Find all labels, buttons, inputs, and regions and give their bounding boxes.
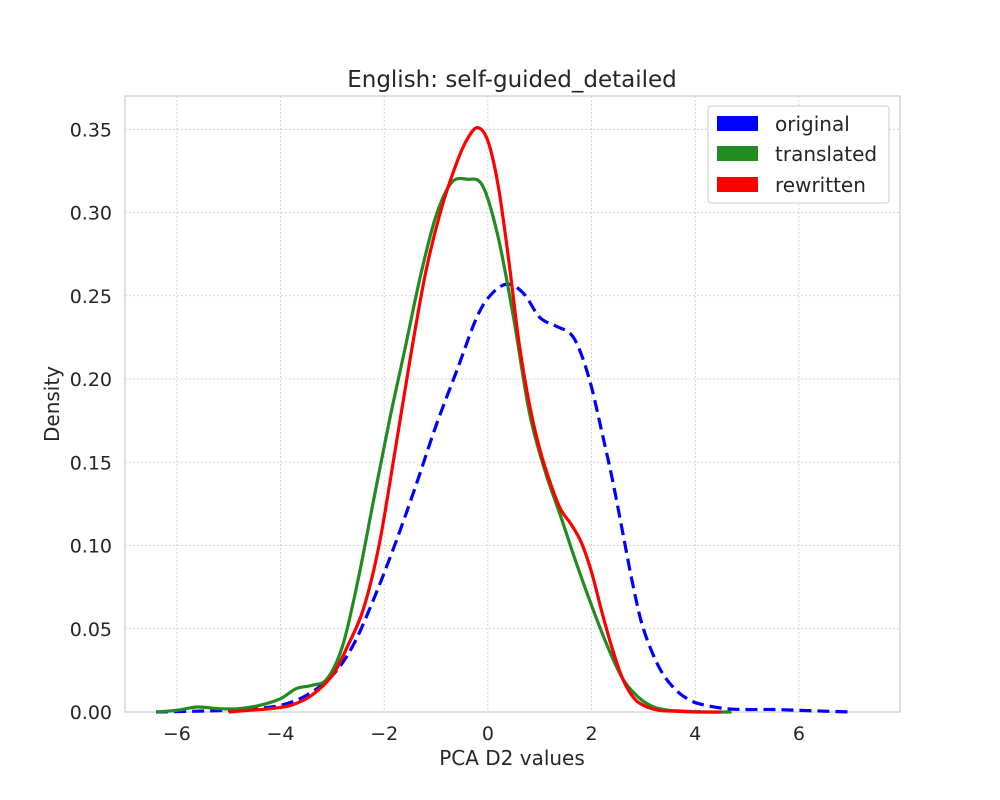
legend-swatch-rewritten	[717, 177, 758, 192]
legend-swatch-original	[717, 116, 758, 131]
y-tick-label: 0.35	[70, 119, 112, 141]
y-tick-label: 0.05	[70, 619, 112, 641]
x-tick-label: 4	[689, 723, 701, 745]
x-tick-label: 6	[793, 723, 805, 745]
legend: original translated rewritten	[707, 105, 890, 204]
legend-swatch-translated	[717, 146, 758, 161]
chart-title: English: self-guided_detailed	[347, 67, 677, 93]
x-tick-label: −2	[370, 723, 398, 745]
y-tick-label: 0.15	[70, 452, 112, 474]
x-axis-label: PCA D2 values	[439, 746, 585, 770]
legend-label-rewritten: rewritten	[775, 173, 866, 197]
y-tick-label: 0.10	[70, 536, 112, 558]
plot-frame	[124, 95, 901, 713]
y-tick-label: 0.25	[70, 286, 112, 308]
series-line-rewritten	[228, 126, 722, 714]
x-tick-label: −6	[163, 723, 191, 745]
x-tick-label: 0	[482, 723, 494, 745]
legend-label-original: original	[775, 112, 850, 136]
y-tick-label: 0.30	[70, 203, 112, 225]
y-axis-label: Density	[40, 366, 64, 442]
legend-label-translated: translated	[775, 142, 877, 166]
x-tick-label: −4	[267, 723, 295, 745]
curves-layer	[155, 126, 851, 714]
y-tick-label: 0.00	[70, 702, 112, 724]
ticks-layer: −6 −4 −2 0 2 4 6 0.00 0.05 0.10 0.15 0.20 0.25 0.30 0.…	[70, 119, 805, 745]
y-tick-label: 0.20	[70, 369, 112, 391]
x-tick-label: 2	[586, 723, 598, 745]
